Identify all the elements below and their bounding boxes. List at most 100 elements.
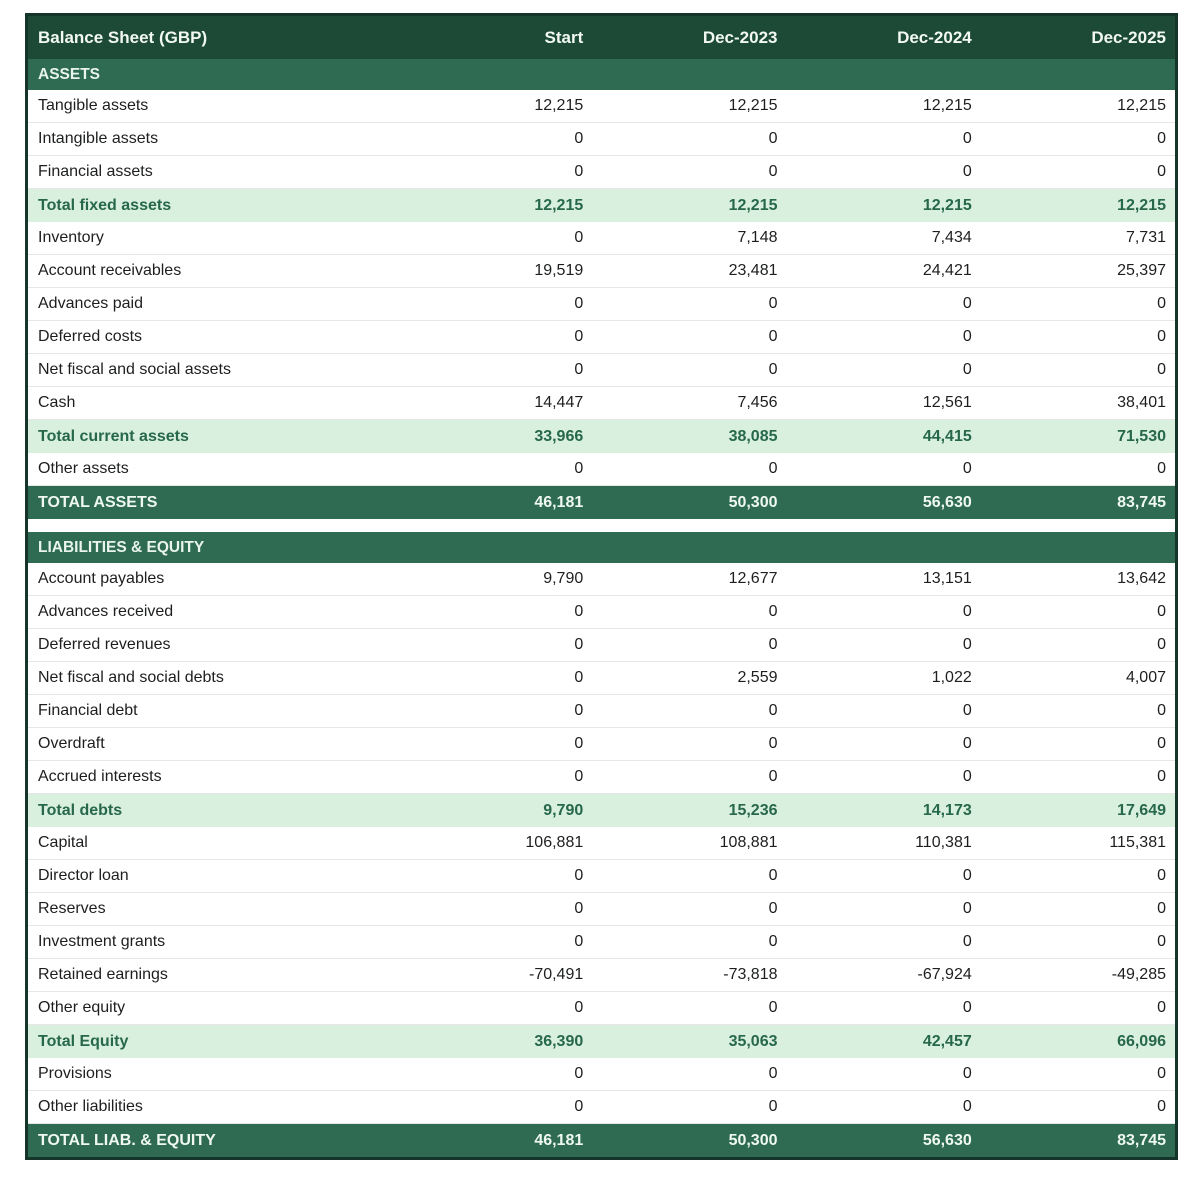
cell-value: 0	[962, 603, 972, 620]
cell-value: 0	[574, 130, 584, 147]
cell-value: 12,215	[534, 196, 584, 214]
cell-value: 0	[574, 768, 584, 785]
cell-value: 0	[962, 735, 972, 752]
table-row-total-debts: Total debts 9,790 15,236 14,173 17,649	[28, 794, 1175, 827]
table-title: Balance Sheet (GBP)	[38, 27, 208, 47]
cell-value: 15,236	[728, 801, 778, 819]
table-row-intangible-assets: Intangible assets 0 0 0 0	[28, 123, 1175, 156]
cell-value: 9,790	[543, 801, 584, 819]
table-row-overdraft: Overdraft 0 0 0 0	[28, 728, 1175, 761]
section-header-assets: ASSETS	[28, 59, 1175, 90]
cell-value: 0	[962, 1065, 972, 1082]
cell-value: 36,390	[534, 1032, 584, 1050]
column-header-dec-2023: Dec-2023	[702, 27, 778, 47]
cell-value: 0	[768, 900, 778, 917]
cell-value: 0	[574, 900, 584, 917]
cell-value: 0	[768, 768, 778, 785]
section-header-liabilities-equity: LIABILITIES & EQUITY	[28, 532, 1175, 563]
table-row-deferred-revenues: Deferred revenues 0 0 0 0	[28, 629, 1175, 662]
cell-value: 0	[1157, 1098, 1166, 1115]
row-label: Other equity	[38, 999, 126, 1016]
row-label: Investment grants	[38, 933, 166, 950]
cell-value: 0	[962, 361, 972, 378]
row-label: Deferred revenues	[38, 636, 171, 653]
cell-value: 19,519	[534, 262, 584, 279]
cell-value: 0	[962, 130, 972, 147]
cell-value: 0	[1157, 295, 1166, 312]
cell-value: 23,481	[728, 262, 778, 279]
cell-value: 0	[574, 933, 584, 950]
cell-value: 0	[1157, 130, 1166, 147]
cell-value: 0	[1157, 361, 1166, 378]
cell-value: 0	[1157, 702, 1166, 719]
cell-value: 0	[1157, 735, 1166, 752]
cell-value: 0	[962, 999, 972, 1016]
cell-value: 0	[962, 328, 972, 345]
cell-value: 0	[574, 603, 584, 620]
cell-value: 46,181	[534, 1131, 584, 1149]
cell-value: 14,447	[534, 394, 584, 411]
balance-sheet-table: Balance Sheet (GBP) Start Dec-2023 Dec-202…	[25, 13, 1178, 1160]
table-row-account-payables: Account payables 9,790 12,677 13,151 13,642	[28, 563, 1175, 596]
row-label: Account payables	[38, 570, 165, 587]
cell-value: 0	[962, 163, 972, 180]
cell-value: 0	[768, 460, 778, 477]
cell-value: 42,457	[922, 1032, 972, 1050]
cell-value: 0	[574, 636, 584, 653]
table-row-tangible-assets: Tangible assets 12,215 12,215 12,215 12,215	[28, 90, 1175, 123]
row-label: Deferred costs	[38, 328, 143, 345]
cell-value: 0	[574, 163, 584, 180]
cell-value: 13,151	[922, 570, 972, 587]
table-row-cash: Cash 14,447 7,456 12,561 38,401	[28, 387, 1175, 420]
row-label: Intangible assets	[38, 130, 159, 147]
cell-value: 7,434	[931, 229, 972, 246]
cell-value: 0	[574, 999, 584, 1016]
cell-value: 0	[962, 900, 972, 917]
cell-value: 12,677	[728, 570, 778, 587]
table-row-financial-assets: Financial assets 0 0 0 0	[28, 156, 1175, 189]
cell-value: 46,181	[534, 493, 584, 511]
cell-value: 17,649	[1117, 801, 1166, 819]
row-label: Director loan	[38, 867, 129, 884]
cell-value: 0	[768, 999, 778, 1016]
row-label: Reserves	[38, 900, 106, 917]
row-label: Other liabilities	[38, 1098, 143, 1115]
table-row-financial-debt: Financial debt 0 0 0 0	[28, 695, 1175, 728]
cell-value: 0	[768, 328, 778, 345]
table-row-total-fixed-assets: Total fixed assets 12,215 12,215 12,215 12,2…	[28, 189, 1175, 222]
cell-value: 9,790	[543, 570, 584, 587]
cell-value: 0	[962, 636, 972, 653]
row-label: Cash	[38, 394, 76, 411]
table-row-total-assets: TOTAL ASSETS 46,181 50,300 56,630 83,745	[28, 486, 1175, 519]
table-row-total-equity: Total Equity 36,390 35,063 42,457 66,096	[28, 1025, 1175, 1058]
row-label: Financial assets	[38, 163, 153, 180]
cell-value: 115,381	[1109, 834, 1166, 851]
cell-value: 4,007	[1125, 669, 1166, 686]
table-row-inventory: Inventory 0 7,148 7,434 7,731	[28, 222, 1175, 255]
cell-value: 0	[574, 1098, 584, 1115]
cell-value: 0	[1157, 328, 1166, 345]
row-label: Inventory	[38, 229, 104, 246]
cell-value: 12,215	[1117, 196, 1166, 214]
column-header-start: Start	[544, 27, 584, 47]
cell-value: 108,881	[719, 834, 778, 851]
cell-value: 0	[962, 702, 972, 719]
cell-value: 50,300	[728, 1131, 778, 1149]
row-label: Other assets	[38, 460, 129, 477]
cell-value: 0	[768, 702, 778, 719]
table-row-net-fiscal-and-social-assets: Net fiscal and social assets 0 0 0 0	[28, 354, 1175, 387]
cell-value: 106,881	[525, 834, 584, 851]
cell-value: 1,022	[931, 669, 972, 686]
cell-value: 50,300	[728, 493, 778, 511]
cell-value: 0	[574, 1065, 584, 1082]
cell-value: 0	[768, 1065, 778, 1082]
table-row-capital: Capital 106,881 108,881 110,381 115,381	[28, 827, 1175, 860]
cell-value: 25,397	[1117, 262, 1166, 279]
cell-value: 0	[768, 1098, 778, 1115]
cell-value: 83,745	[1117, 1131, 1166, 1149]
row-label: Retained earnings	[38, 966, 168, 983]
cell-value: -67,924	[917, 966, 972, 983]
cell-value: 0	[768, 933, 778, 950]
table-row-other-equity: Other equity 0 0 0 0	[28, 992, 1175, 1025]
cell-value: 7,731	[1125, 229, 1166, 246]
